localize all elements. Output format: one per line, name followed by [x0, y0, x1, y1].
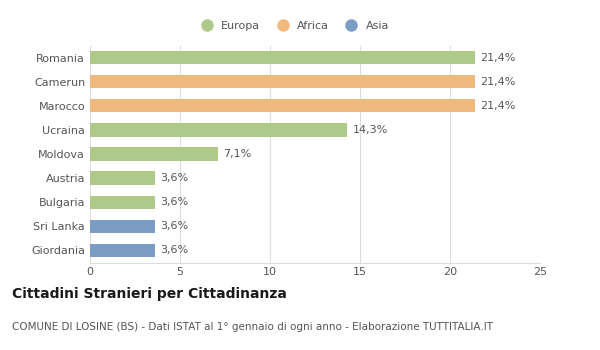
- Bar: [90, 99, 475, 112]
- Text: 3,6%: 3,6%: [160, 173, 188, 183]
- Text: 3,6%: 3,6%: [160, 221, 188, 231]
- Bar: [90, 51, 475, 64]
- Text: 21,4%: 21,4%: [481, 101, 516, 111]
- Text: 21,4%: 21,4%: [481, 77, 516, 87]
- Text: 21,4%: 21,4%: [481, 52, 516, 63]
- Text: 14,3%: 14,3%: [353, 125, 388, 135]
- Legend: Europa, Africa, Asia: Europa, Africa, Asia: [191, 17, 394, 36]
- Bar: [90, 220, 155, 233]
- Text: 3,6%: 3,6%: [160, 245, 188, 256]
- Bar: [90, 196, 155, 209]
- Bar: [90, 75, 475, 88]
- Text: Cittadini Stranieri per Cittadinanza: Cittadini Stranieri per Cittadinanza: [12, 287, 287, 301]
- Text: 3,6%: 3,6%: [160, 197, 188, 207]
- Bar: [90, 123, 347, 136]
- Text: 7,1%: 7,1%: [223, 149, 251, 159]
- Text: COMUNE DI LOSINE (BS) - Dati ISTAT al 1° gennaio di ogni anno - Elaborazione TUT: COMUNE DI LOSINE (BS) - Dati ISTAT al 1°…: [12, 322, 493, 332]
- Bar: [90, 147, 218, 161]
- Bar: [90, 244, 155, 257]
- Bar: [90, 172, 155, 185]
